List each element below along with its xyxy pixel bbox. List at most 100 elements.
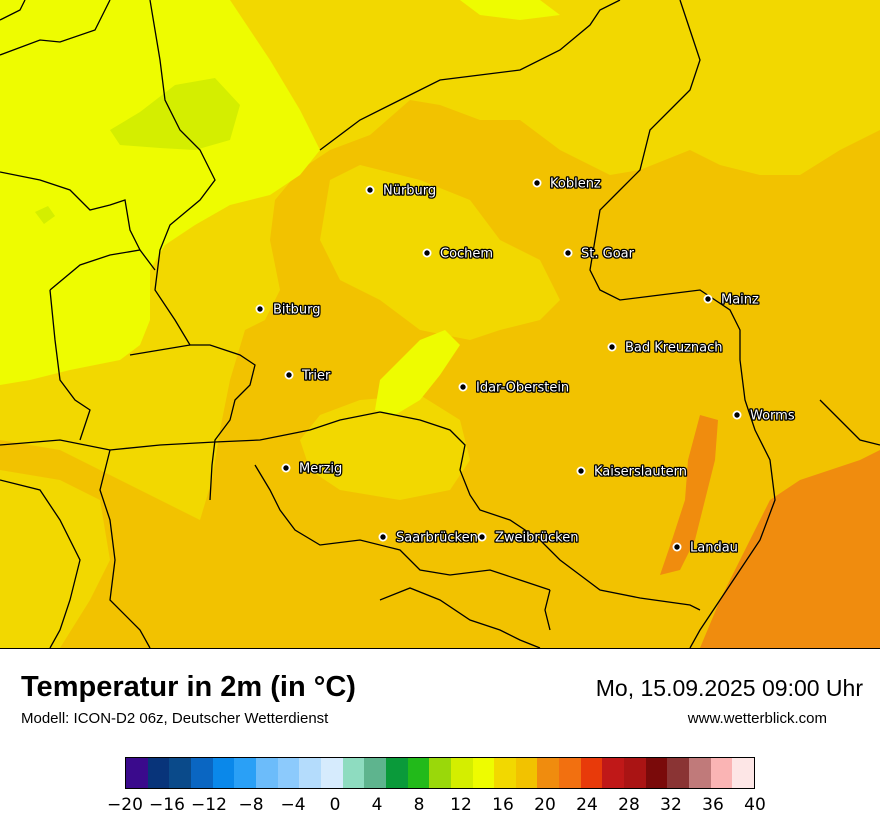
colorbar-segment — [624, 758, 646, 788]
colorbar-segment — [472, 758, 495, 788]
temperature-field-12-14 — [35, 206, 55, 224]
city-dot — [532, 178, 542, 188]
city-label: Bad Kreuznach — [625, 341, 723, 356]
region-border — [49, 289, 91, 441]
city-marker: St. Goar — [563, 245, 636, 263]
region-border — [129, 344, 191, 356]
temperature-field-14-16 — [0, 0, 320, 385]
city-label: Kaiserslautern — [594, 465, 687, 480]
colorbar-segment — [667, 758, 690, 788]
region-border — [99, 449, 151, 648]
city-marker: Bad Kreuznach — [607, 339, 724, 357]
city-marker: Landau — [672, 539, 739, 557]
country-border — [149, 0, 256, 501]
temperature-field-20-22 — [700, 450, 880, 648]
city-marker: Cochem — [422, 245, 494, 263]
colorbar-segment — [364, 758, 386, 788]
colorbar-segment — [234, 758, 256, 788]
temperature-field-14-16 — [375, 330, 460, 415]
city-markers: Nürburg Koblenz Cochem St. Goar Bitburg Mainz… — [255, 175, 796, 557]
city-marker: Bitburg — [255, 301, 322, 319]
city-dot — [422, 248, 432, 258]
city-marker: Kaiserslautern — [576, 463, 688, 481]
colorbar-segment — [450, 758, 473, 788]
colorbar-tick-label: 32 — [660, 795, 682, 815]
colorbar-segment — [494, 758, 516, 788]
colorbar-segment — [559, 758, 581, 788]
region-border — [0, 479, 81, 648]
colorbar-tick-label: 40 — [744, 795, 766, 815]
country-border — [254, 464, 551, 591]
temperature-field-16-18 — [320, 165, 560, 340]
city-dot — [563, 248, 573, 258]
city-label: Landau — [690, 541, 738, 556]
colorbar-segment — [515, 758, 538, 788]
city-marker: Worms — [732, 407, 796, 425]
colorbar-segment — [147, 758, 170, 788]
city-label: Merzig — [299, 462, 342, 477]
colorbar-segment — [537, 758, 560, 788]
colorbar-segment — [645, 758, 668, 788]
city-label: Koblenz — [550, 177, 601, 192]
city-label: Nürburg — [383, 184, 436, 199]
temperature-field-16-18 — [0, 470, 110, 648]
website-link[interactable]: www.wetterblick.com — [687, 710, 827, 727]
colorbar-tick-label: 28 — [618, 795, 640, 815]
city-label: Worms — [750, 409, 795, 424]
region-border — [49, 249, 156, 291]
colorbar-segment — [299, 758, 321, 788]
city-label: Saarbrücken — [396, 531, 478, 546]
colorbar-segment — [169, 758, 191, 788]
model-info: Modell: ICON-D2 06z, Deutscher Wetterdie… — [21, 710, 329, 727]
temperature-field-20-22 — [660, 415, 718, 575]
colorbar-segment — [277, 758, 300, 788]
colorbar-segment — [342, 758, 365, 788]
colorbar-segment — [580, 758, 603, 788]
region-border — [0, 171, 141, 251]
city-label: Idar-Oberstein — [476, 381, 569, 396]
colorbar-tick-label: −16 — [149, 795, 185, 815]
state-border — [589, 0, 776, 648]
colorbar-segment — [212, 758, 235, 788]
region-border — [379, 587, 541, 648]
colorbar-tick-label: 4 — [371, 795, 383, 815]
temperature-map: Nürburg Koblenz Cochem St. Goar Bitburg Mainz… — [0, 0, 880, 649]
colorbar-tick-label: 24 — [576, 795, 598, 815]
city-dot — [458, 382, 468, 392]
city-dot — [255, 304, 265, 314]
city-label: Trier — [301, 369, 331, 384]
colorbar-segment — [602, 758, 625, 788]
city-dot — [576, 466, 586, 476]
temperature-colorbar — [125, 757, 755, 789]
city-marker: Zweibrücken — [477, 529, 580, 547]
colorbar-tick-label: −8 — [238, 795, 264, 815]
temperature-field-16-18 — [300, 395, 470, 500]
city-dot — [365, 185, 375, 195]
colorbar-tick-label: 20 — [534, 795, 556, 815]
city-dot — [607, 342, 617, 352]
city-label: St. Goar — [581, 247, 635, 262]
city-dot — [281, 463, 291, 473]
colorbar-tick-label: −12 — [191, 795, 227, 815]
colorbar-segment — [255, 758, 278, 788]
colorbar-tick-label: 0 — [329, 795, 341, 815]
colorbar-tick-label: 36 — [702, 795, 724, 815]
borders — [0, 0, 880, 648]
map-svg: Nürburg Koblenz Cochem St. Goar Bitburg Mainz… — [0, 0, 880, 648]
map-title: Temperatur in 2m (in °C) — [21, 671, 356, 703]
colorbar-segment — [689, 758, 711, 788]
temperature-field-12-14 — [110, 78, 240, 150]
city-dot — [284, 370, 294, 380]
colorbar-segment — [126, 758, 148, 788]
colorbar-tick-label: −4 — [280, 795, 306, 815]
colorbar-segment — [732, 758, 755, 788]
city-marker: Trier — [284, 367, 332, 385]
city-label: Bitburg — [273, 303, 321, 318]
colorbar-tick-label: 12 — [450, 795, 472, 815]
city-marker: Mainz — [703, 291, 760, 309]
city-dot — [672, 542, 682, 552]
city-dot — [378, 532, 388, 542]
city-dot — [477, 532, 487, 542]
region-border — [544, 589, 551, 631]
map-footer: Temperatur in 2m (in °C) Modell: ICON-D2… — [0, 649, 880, 830]
